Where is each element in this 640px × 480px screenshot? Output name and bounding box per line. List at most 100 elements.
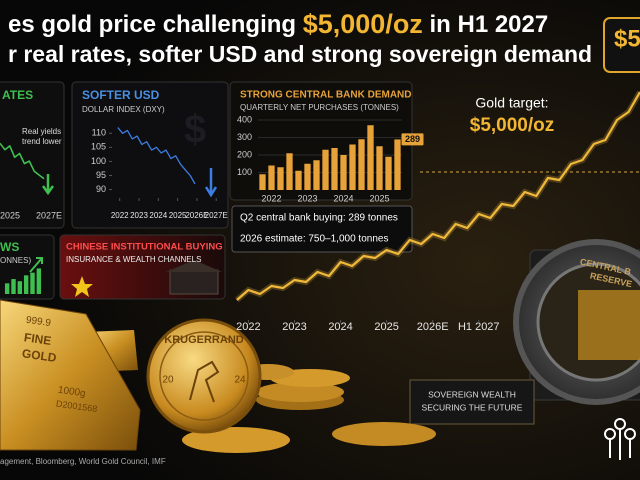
logo xyxy=(604,418,636,460)
bar xyxy=(394,139,401,190)
bar xyxy=(358,139,365,190)
x-tick-label: 2024 xyxy=(328,321,352,333)
title-part: $5,000/oz xyxy=(303,9,423,39)
gold-bar-text: GOLD xyxy=(21,346,58,365)
note: Q2 central bank buying: 289 tonnes xyxy=(240,213,398,224)
coin-ring xyxy=(159,331,249,421)
panel-title: SOFTER USD xyxy=(82,88,160,102)
bar xyxy=(340,155,347,190)
x-tick-label: 2025 xyxy=(0,210,20,220)
panel-subtitle: ONNES) xyxy=(0,256,31,265)
building-roof xyxy=(166,260,222,272)
y-tick-label: 400 xyxy=(237,114,252,124)
bar xyxy=(304,163,311,190)
title-part: in H1 2027 xyxy=(429,11,548,38)
bar xyxy=(367,125,374,190)
y-tick-label: 110 xyxy=(92,128,106,138)
bar xyxy=(313,160,320,190)
x-tick-label: 2025 xyxy=(369,193,389,203)
gold-bar xyxy=(0,299,141,451)
title: es gold price challenging $5,000/oz in H… xyxy=(8,9,548,39)
x-tick-label: 2022 xyxy=(111,211,129,220)
bar xyxy=(322,149,329,190)
notes-box xyxy=(231,205,413,253)
panel-title: CHINESE INSTITUTIONAL BUYING xyxy=(66,242,223,253)
data-line xyxy=(117,127,196,185)
y-tick-label: 100 xyxy=(237,167,252,177)
data-line xyxy=(0,142,45,180)
panel-title: WS xyxy=(0,240,19,254)
badge-box xyxy=(603,17,640,73)
panel-subtitle: QUARTERLY NET PURCHASES (TONNES) xyxy=(240,103,399,112)
bar xyxy=(376,146,383,190)
x-tick-label: 2024 xyxy=(333,193,353,203)
arrow xyxy=(204,168,218,198)
bar xyxy=(23,275,29,294)
bar xyxy=(30,272,35,294)
coin-text: KRUGERRAND xyxy=(164,334,244,346)
plaque-text: SOVEREIGN WEALTH xyxy=(428,389,516,399)
x-tick-label: 2023 xyxy=(297,193,317,203)
coin-text: 24 xyxy=(234,375,246,386)
bar xyxy=(349,144,356,190)
note: 2026 estimate: 750–1,000 tonnes xyxy=(240,234,388,245)
coin-stack xyxy=(256,382,344,402)
subtitle: r real rates, softer USD and strong sove… xyxy=(8,41,592,67)
dollar-watermark: $ xyxy=(184,108,206,152)
annotation: Real yields xyxy=(22,127,61,136)
x-tick-label: 2023 xyxy=(282,321,306,333)
bar xyxy=(259,174,266,190)
x-tick-label: H1 2027 xyxy=(458,321,500,333)
flag-star xyxy=(71,276,93,297)
bar xyxy=(286,153,293,190)
coin-flat xyxy=(332,422,436,446)
target-value: $5,000/oz xyxy=(470,115,555,136)
y-tick-label: 100 xyxy=(91,156,106,166)
x-tick-label: 2025 xyxy=(169,211,187,220)
x-tick-label: 2026E xyxy=(417,321,449,333)
panel-subtitle: DOLLAR INDEX (DXY) xyxy=(82,105,165,114)
panel-title: STRONG CENTRAL BANK DEMAND xyxy=(240,90,411,101)
x-tick-label: 2026E xyxy=(185,211,208,220)
x-tick-label: 2022 xyxy=(261,193,281,203)
x-tick-label: 2023 xyxy=(130,211,148,220)
y-tick-label: 90 xyxy=(96,184,106,194)
annotation: trend lower xyxy=(22,137,62,146)
value-label: 289 xyxy=(405,134,420,144)
x-tick-label: 2025 xyxy=(374,321,398,333)
x-tick-label: 2024 xyxy=(149,211,167,220)
coin-text: 20 xyxy=(162,375,174,386)
x-tick-label: 2027E xyxy=(205,211,228,220)
plaque xyxy=(409,379,535,425)
title-part: es gold price challenging xyxy=(8,11,296,38)
data-line xyxy=(236,91,640,301)
gold-bar-text: 1000g xyxy=(57,385,86,400)
x-tick-label: 2027E xyxy=(36,210,62,220)
badge: $5 xyxy=(614,25,640,52)
y-tick-label: 95 xyxy=(96,170,106,180)
panel-subtitle: INSURANCE & WEALTH CHANNELS xyxy=(66,255,201,264)
bar xyxy=(4,283,10,294)
y-tick-label: 105 xyxy=(91,142,106,152)
y-tick-label: 200 xyxy=(237,149,252,159)
target-caption: Gold target: xyxy=(475,95,548,111)
panel-title: ATES xyxy=(2,88,33,102)
arrow xyxy=(41,174,55,196)
building xyxy=(169,269,219,295)
panel xyxy=(71,81,229,229)
bar xyxy=(36,268,42,294)
plaque-text: SECURING THE FUTURE xyxy=(422,402,523,412)
bar xyxy=(331,148,338,190)
panel xyxy=(0,81,65,229)
bar xyxy=(277,167,284,190)
bar xyxy=(295,170,302,190)
coin-flat xyxy=(182,427,290,453)
bar xyxy=(11,279,16,294)
value-label-box xyxy=(401,133,424,146)
gold-bar-text: FINE xyxy=(23,330,52,348)
vault-gold xyxy=(578,290,640,360)
gold-bar-text: 999.9 xyxy=(25,315,52,329)
x-tick-label: 2022 xyxy=(236,321,260,333)
bar xyxy=(385,156,392,190)
